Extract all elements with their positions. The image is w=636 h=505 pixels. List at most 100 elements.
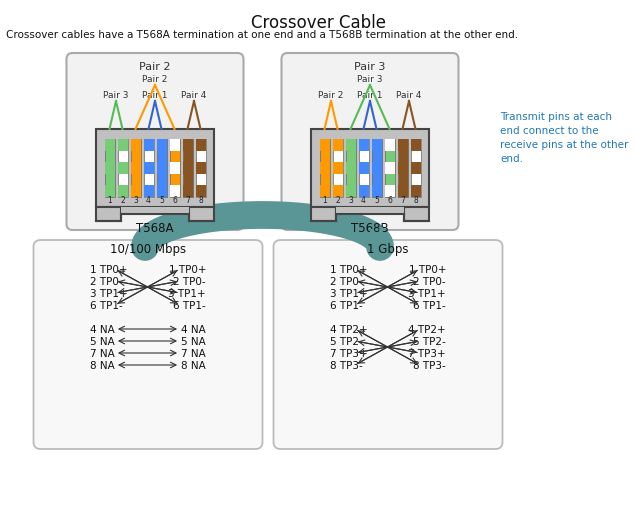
Text: 5 TP2-: 5 TP2- xyxy=(413,336,446,346)
Text: 1 TP0+: 1 TP0+ xyxy=(330,265,368,274)
Text: 7: 7 xyxy=(185,195,190,205)
Text: 6 TP1-: 6 TP1- xyxy=(413,300,446,311)
Text: 5 TP2-: 5 TP2- xyxy=(330,336,363,346)
Bar xyxy=(130,140,141,197)
Text: Crossover Cable: Crossover Cable xyxy=(251,14,385,32)
Bar xyxy=(104,186,114,197)
Text: 3: 3 xyxy=(133,195,138,205)
Bar xyxy=(336,208,404,215)
Bar xyxy=(311,208,336,222)
Bar xyxy=(195,140,205,152)
Bar xyxy=(156,140,167,197)
Text: Pair 3: Pair 3 xyxy=(357,75,383,84)
Text: 1 TP0+: 1 TP0+ xyxy=(408,265,446,274)
Bar xyxy=(104,163,114,174)
Bar xyxy=(404,208,429,222)
Bar xyxy=(189,208,214,222)
Text: 4 NA: 4 NA xyxy=(90,324,114,334)
Text: 2 TP0-: 2 TP0- xyxy=(413,276,446,286)
Bar xyxy=(183,140,193,197)
Text: Pair 4: Pair 4 xyxy=(181,91,207,100)
Bar xyxy=(144,140,153,152)
Text: 3 TP1+: 3 TP1+ xyxy=(169,288,206,298)
Bar xyxy=(333,163,343,174)
Text: Pair 4: Pair 4 xyxy=(396,91,422,100)
Text: 6 TP1-: 6 TP1- xyxy=(330,300,363,311)
Text: Crossover cables have a T568A termination at one end and a T568B termination at : Crossover cables have a T568A terminatio… xyxy=(6,30,518,40)
FancyBboxPatch shape xyxy=(273,240,502,449)
Bar xyxy=(195,140,205,197)
Text: 7: 7 xyxy=(400,195,405,205)
FancyBboxPatch shape xyxy=(282,54,459,231)
Bar xyxy=(345,140,356,197)
Text: Pair 1: Pair 1 xyxy=(142,91,168,100)
Bar xyxy=(121,208,189,215)
Text: 8 TP3-: 8 TP3- xyxy=(413,360,446,370)
Text: 7 TP3+: 7 TP3+ xyxy=(408,348,446,358)
Text: 1 TP0+: 1 TP0+ xyxy=(169,265,206,274)
Text: 10/100 Mbps: 10/100 Mbps xyxy=(110,242,186,256)
Text: 5: 5 xyxy=(159,195,164,205)
Bar xyxy=(130,186,141,197)
Bar xyxy=(398,186,408,197)
Text: 7 NA: 7 NA xyxy=(90,348,114,358)
Bar xyxy=(385,140,394,152)
Text: 6: 6 xyxy=(172,195,177,205)
Bar xyxy=(104,140,114,152)
Bar xyxy=(345,140,356,152)
Bar xyxy=(183,163,193,174)
Bar xyxy=(359,140,368,197)
Bar xyxy=(183,140,193,152)
Text: 8 NA: 8 NA xyxy=(181,360,206,370)
Bar xyxy=(333,186,343,197)
Bar xyxy=(410,140,420,152)
Text: 5: 5 xyxy=(374,195,379,205)
Bar xyxy=(170,140,179,152)
Text: 4 TP2+: 4 TP2+ xyxy=(330,324,368,334)
Bar xyxy=(371,186,382,197)
Bar xyxy=(118,163,127,174)
FancyBboxPatch shape xyxy=(67,54,244,231)
Text: 8: 8 xyxy=(198,195,203,205)
Bar xyxy=(118,186,127,197)
Text: 3 TP1+: 3 TP1+ xyxy=(408,288,446,298)
Text: Pair 2: Pair 2 xyxy=(139,62,170,72)
Bar xyxy=(319,140,329,197)
Bar xyxy=(144,140,153,197)
Bar xyxy=(359,163,368,174)
Bar xyxy=(385,186,394,197)
Bar xyxy=(183,186,193,197)
Bar xyxy=(195,163,205,174)
Bar xyxy=(398,163,408,174)
Bar xyxy=(333,140,343,197)
Text: 5 NA: 5 NA xyxy=(90,336,114,346)
Text: 3 TP1+: 3 TP1+ xyxy=(90,288,128,298)
Bar xyxy=(130,140,141,152)
Bar xyxy=(170,186,179,197)
Text: Transmit pins at each
end connect to the
receive pins at the other
end.: Transmit pins at each end connect to the… xyxy=(500,112,628,164)
Bar xyxy=(398,140,408,152)
Text: 8 NA: 8 NA xyxy=(90,360,114,370)
Bar xyxy=(410,140,420,197)
Text: 2 TP0-: 2 TP0- xyxy=(174,276,206,286)
Text: 2 TP0-: 2 TP0- xyxy=(90,276,123,286)
Text: Pair 3: Pair 3 xyxy=(103,91,128,100)
Text: Pair 3: Pair 3 xyxy=(354,62,385,72)
Text: 1 TP0+: 1 TP0+ xyxy=(90,265,127,274)
Text: 4: 4 xyxy=(146,195,151,205)
Bar xyxy=(359,140,368,152)
Text: T568B: T568B xyxy=(351,222,389,234)
Bar xyxy=(371,163,382,174)
Bar xyxy=(195,186,205,197)
Bar xyxy=(156,163,167,174)
FancyBboxPatch shape xyxy=(34,240,263,449)
Bar xyxy=(118,140,127,152)
Text: 1: 1 xyxy=(322,195,327,205)
FancyBboxPatch shape xyxy=(311,130,429,208)
Text: 3 TP1+: 3 TP1+ xyxy=(330,288,368,298)
Text: 3: 3 xyxy=(348,195,353,205)
Bar xyxy=(170,163,179,174)
Bar xyxy=(144,186,153,197)
Bar xyxy=(319,163,329,174)
Text: 1 Gbps: 1 Gbps xyxy=(367,242,409,256)
